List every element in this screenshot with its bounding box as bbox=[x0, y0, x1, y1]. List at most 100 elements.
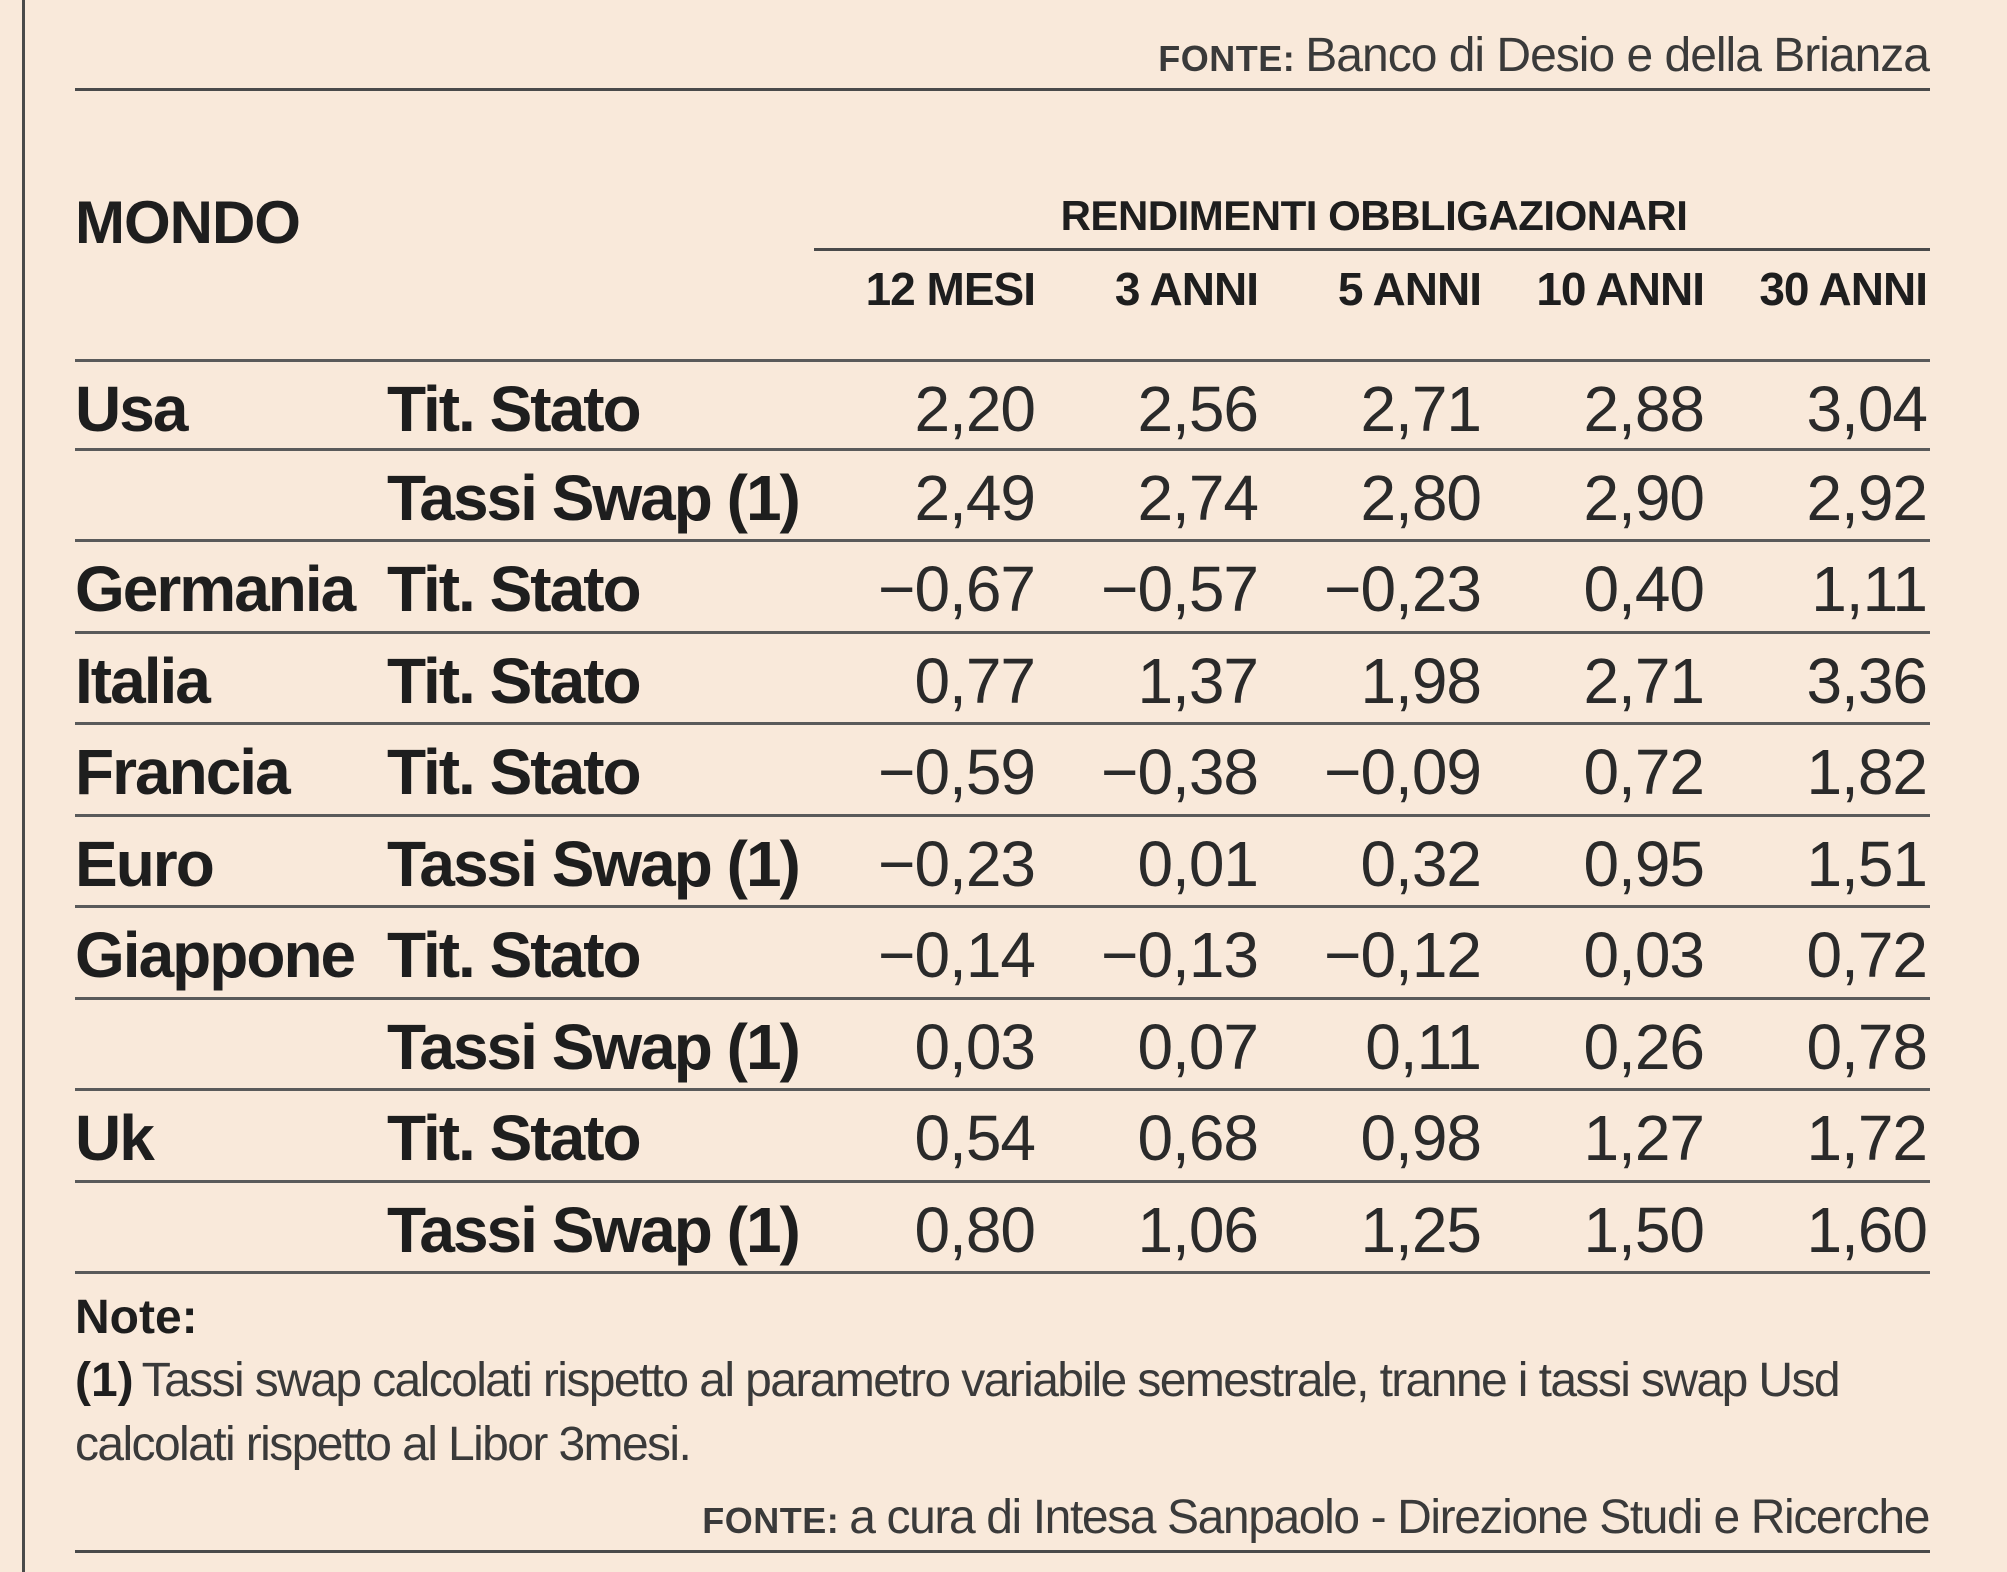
column-group-rule bbox=[814, 248, 1930, 251]
row-instrument: Tassi Swap (1) bbox=[387, 1010, 801, 1083]
cell-30-anni: 0,72 bbox=[1806, 919, 1928, 991]
cell-5-anni: 1,25 bbox=[1360, 1193, 1482, 1266]
cell-10-anni: 0,40 bbox=[1583, 553, 1705, 625]
row-instrument: Tit. Stato bbox=[387, 644, 642, 717]
top-source-label: FONTE: bbox=[1158, 38, 1296, 79]
cell-12-mesi: 2,20 bbox=[914, 373, 1036, 445]
row-instrument: Tit. Stato bbox=[387, 919, 642, 991]
column-header-10-anni: 10 ANNI bbox=[1536, 263, 1705, 315]
cell-10-anni: 0,95 bbox=[1583, 827, 1705, 900]
table-row: Tassi Swap (1) 2,49 2,74 2,80 2,90 2,92 bbox=[75, 451, 1930, 542]
row-country: Usa bbox=[75, 373, 188, 445]
row-country: Francia bbox=[75, 736, 291, 808]
cell-5-anni: −0,12 bbox=[1324, 919, 1482, 991]
cell-5-anni: 2,71 bbox=[1360, 373, 1482, 445]
top-source-credit: FONTE: Banco di Desio e della Brianza bbox=[1158, 28, 1930, 83]
table-row: Tassi Swap (1) 0,80 1,06 1,25 1,50 1,60 bbox=[75, 1183, 1930, 1274]
row-instrument: Tit. Stato bbox=[387, 553, 642, 625]
column-header-5-anni: 5 ANNI bbox=[1337, 263, 1482, 315]
table-row: Tassi Swap (1) 0,03 0,07 0,11 0,26 0,78 bbox=[75, 1000, 1930, 1091]
cell-30-anni: 1,11 bbox=[1811, 553, 1928, 625]
cell-10-anni: 1,27 bbox=[1583, 1102, 1705, 1174]
cell-12-mesi: 0,80 bbox=[914, 1193, 1036, 1266]
cell-10-anni: 0,72 bbox=[1583, 736, 1705, 808]
cell-30-anni: 1,72 bbox=[1806, 1102, 1928, 1174]
row-country: Euro bbox=[75, 827, 215, 900]
cell-10-anni: 1,50 bbox=[1583, 1193, 1705, 1266]
bottom-divider bbox=[75, 1550, 1930, 1553]
bottom-source-label: FONTE: bbox=[702, 1500, 840, 1541]
row-instrument: Tit. Stato bbox=[387, 1102, 642, 1174]
top-divider bbox=[75, 88, 1930, 91]
row-country: Italia bbox=[75, 644, 211, 717]
cell-12-mesi: −0,14 bbox=[878, 919, 1036, 991]
cell-10-anni: 2,71 bbox=[1583, 644, 1705, 717]
cell-3-anni: 1,06 bbox=[1137, 1193, 1259, 1266]
column-header-12-mesi: 12 MESI bbox=[865, 263, 1036, 315]
table-row: Giappone Tit. Stato −0,14 −0,13 −0,12 0,… bbox=[75, 908, 1930, 1000]
cell-5-anni: 0,98 bbox=[1360, 1102, 1482, 1174]
cell-3-anni: 2,74 bbox=[1137, 461, 1259, 534]
page-border-left bbox=[22, 0, 25, 1572]
cell-5-anni: 0,32 bbox=[1360, 827, 1482, 900]
cell-3-anni: 2,56 bbox=[1137, 373, 1259, 445]
notes-section: Note: (1) Tassi swap calcolati rispetto a… bbox=[75, 1287, 1935, 1477]
table-row: Germania Tit. Stato −0,67 −0,57 −0,23 0,… bbox=[75, 542, 1930, 634]
cell-5-anni: 0,11 bbox=[1365, 1010, 1482, 1083]
table-row: Uk Tit. Stato 0,54 0,68 0,98 1,27 1,72 bbox=[75, 1091, 1930, 1183]
cell-3-anni: 0,68 bbox=[1137, 1102, 1259, 1174]
column-header-3-anni: 3 ANNI bbox=[1114, 263, 1259, 315]
row-instrument: Tassi Swap (1) bbox=[387, 461, 801, 534]
column-group-header: RENDIMENTI OBBLIGAZIONARI bbox=[1060, 192, 1688, 239]
cell-12-mesi: 0,54 bbox=[914, 1102, 1036, 1174]
cell-30-anni: 1,60 bbox=[1806, 1193, 1928, 1266]
top-source-text: Banco di Desio e della Brianza bbox=[1305, 29, 1930, 82]
cell-30-anni: 2,92 bbox=[1806, 461, 1928, 534]
cell-3-anni: 1,37 bbox=[1137, 644, 1259, 717]
cell-12-mesi: 2,49 bbox=[914, 461, 1036, 534]
bond-yields-table: Usa Tit. Stato 2,20 2,56 2,71 2,88 3,04 … bbox=[75, 359, 1930, 1274]
footnote-body: Tassi swap calcolati rispetto al paramet… bbox=[75, 1354, 1841, 1471]
row-country: Germania bbox=[75, 553, 356, 625]
cell-30-anni: 1,51 bbox=[1806, 827, 1928, 900]
table-row: Italia Tit. Stato 0,77 1,37 1,98 2,71 3,… bbox=[75, 634, 1930, 725]
cell-30-anni: 3,36 bbox=[1806, 644, 1928, 717]
cell-10-anni: 0,26 bbox=[1583, 1010, 1705, 1083]
row-instrument: Tit. Stato bbox=[387, 373, 642, 445]
table-row: Usa Tit. Stato 2,20 2,56 2,71 2,88 3,04 bbox=[75, 359, 1930, 451]
cell-12-mesi: −0,23 bbox=[878, 827, 1036, 900]
row-country: Uk bbox=[75, 1102, 155, 1174]
footnote-marker: (1) bbox=[75, 1354, 134, 1407]
cell-5-anni: −0,09 bbox=[1324, 736, 1482, 808]
cell-3-anni: −0,57 bbox=[1101, 553, 1259, 625]
cell-12-mesi: 0,03 bbox=[914, 1010, 1036, 1083]
cell-5-anni: −0,23 bbox=[1324, 553, 1482, 625]
cell-10-anni: 2,90 bbox=[1583, 461, 1705, 534]
cell-12-mesi: −0,67 bbox=[878, 553, 1036, 625]
notes-title: Note: bbox=[75, 1291, 198, 1344]
cell-5-anni: 2,80 bbox=[1360, 461, 1482, 534]
row-instrument: Tit. Stato bbox=[387, 736, 642, 808]
cell-3-anni: −0,38 bbox=[1101, 736, 1259, 808]
cell-3-anni: 0,01 bbox=[1137, 827, 1259, 900]
cell-12-mesi: −0,59 bbox=[878, 736, 1036, 808]
column-header-30-anni: 30 ANNI bbox=[1759, 263, 1928, 315]
table-row: Francia Tit. Stato −0,59 −0,38 −0,09 0,7… bbox=[75, 725, 1930, 817]
cell-30-anni: 3,04 bbox=[1806, 373, 1928, 445]
cell-30-anni: 1,82 bbox=[1806, 736, 1928, 808]
table-title: MONDO bbox=[75, 189, 301, 256]
table-row: Euro Tassi Swap (1) −0,23 0,01 0,32 0,95… bbox=[75, 817, 1930, 908]
cell-5-anni: 1,98 bbox=[1360, 644, 1482, 717]
bottom-source-text: a cura di Intesa Sanpaolo - Direzione St… bbox=[849, 1491, 1930, 1544]
row-instrument: Tassi Swap (1) bbox=[387, 1193, 801, 1266]
row-instrument: Tassi Swap (1) bbox=[387, 827, 801, 900]
cell-3-anni: 0,07 bbox=[1137, 1010, 1259, 1083]
row-country: Giappone bbox=[75, 919, 356, 991]
cell-30-anni: 0,78 bbox=[1806, 1010, 1928, 1083]
cell-10-anni: 0,03 bbox=[1583, 919, 1705, 991]
bottom-source-credit: FONTE: a cura di Intesa Sanpaolo - Direzi… bbox=[702, 1490, 1930, 1545]
notes-text: (1) Tassi swap calcolati rispetto al para… bbox=[75, 1349, 1935, 1477]
cell-3-anni: −0,13 bbox=[1101, 919, 1259, 991]
cell-10-anni: 2,88 bbox=[1583, 373, 1705, 445]
cell-12-mesi: 0,77 bbox=[914, 644, 1036, 717]
